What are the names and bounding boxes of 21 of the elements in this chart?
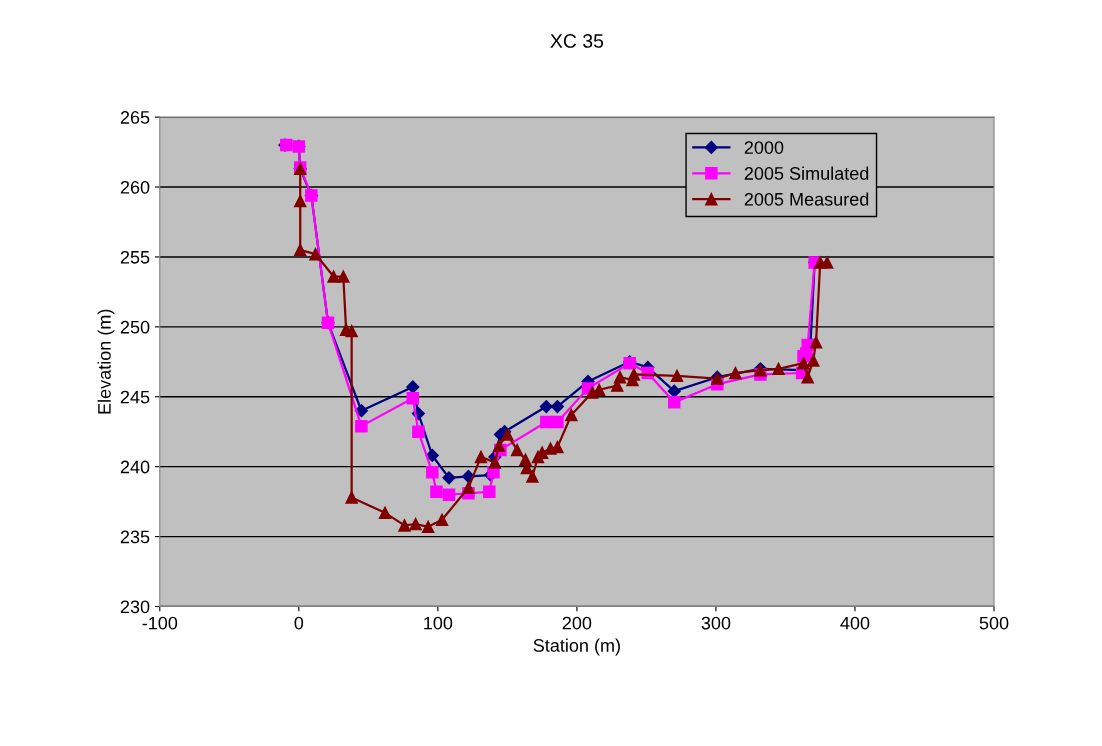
y-tick-label: 260 — [120, 180, 150, 194]
y-tick-label: 265 — [120, 111, 150, 124]
x-tick-label: -100 — [142, 616, 178, 630]
y-tick-label: 240 — [120, 460, 150, 474]
x-tick-label: 400 — [840, 616, 870, 630]
legend-label: 2000 — [744, 141, 784, 154]
x-tick-label: 500 — [979, 616, 1009, 630]
x-tick-label: 100 — [424, 616, 453, 630]
x-tick-label: 300 — [701, 616, 731, 630]
y-tick-label: 245 — [120, 390, 150, 404]
y-tick-label: 250 — [120, 320, 150, 334]
legend-label: 2005 Simulated — [744, 166, 869, 180]
x-tick-label: 0 — [294, 616, 304, 630]
y-axis-title: Elevation (m) — [97, 309, 115, 414]
y-tick-label: 255 — [120, 250, 150, 264]
y-tick-label: 235 — [120, 530, 150, 544]
y-tick-label: 230 — [120, 600, 150, 614]
x-tick-label: 200 — [562, 616, 592, 630]
chart-title: XC 35 — [550, 34, 604, 48]
legend-label: 2005 Measured — [744, 192, 869, 206]
x-axis-title: Station (m) — [533, 638, 620, 656]
